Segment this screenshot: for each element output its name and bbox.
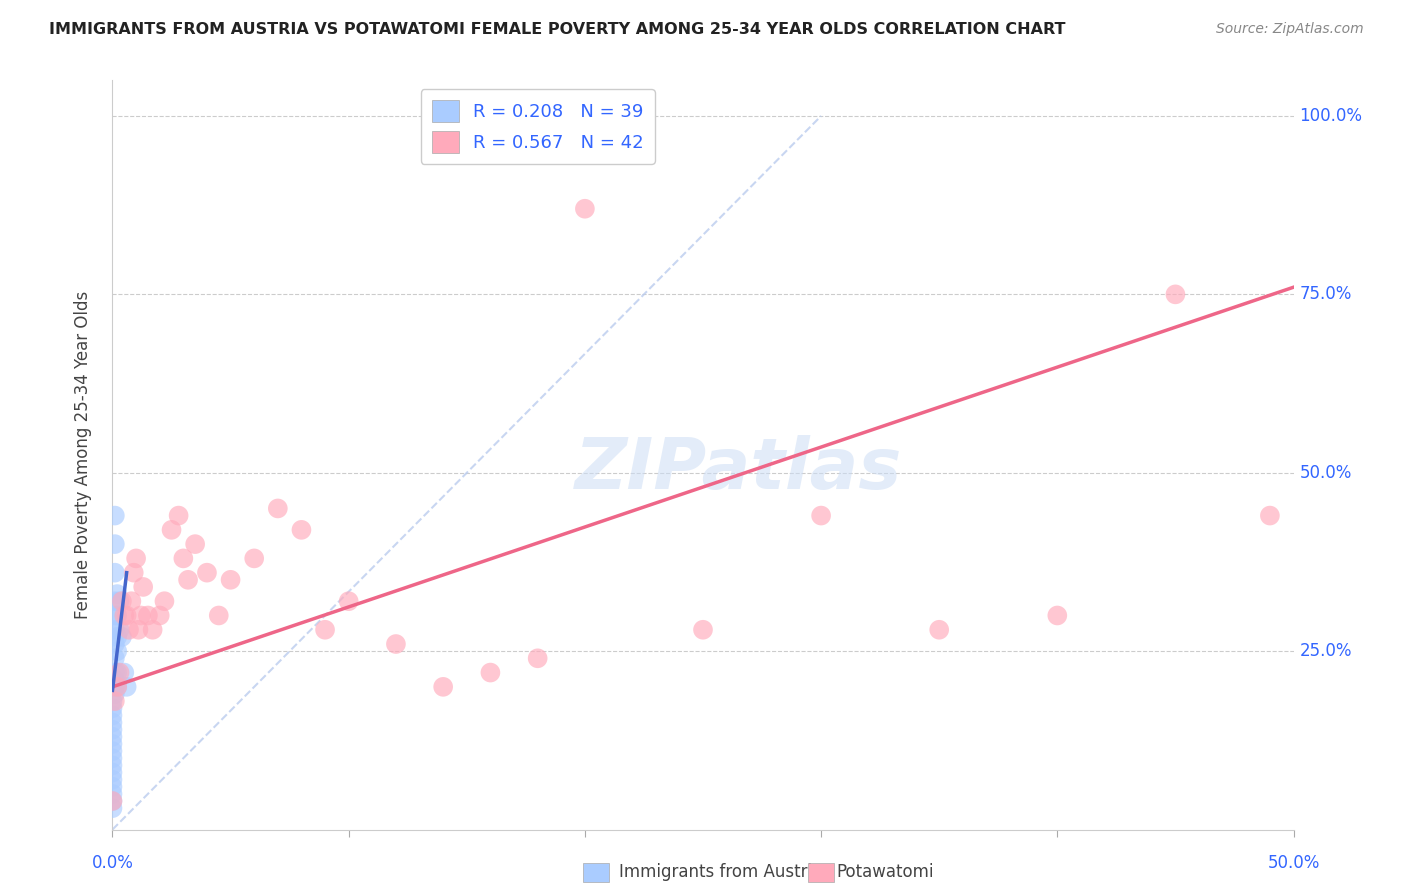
Point <box>314 623 336 637</box>
Point <box>104 566 127 580</box>
Point <box>142 623 165 637</box>
Point <box>104 537 127 551</box>
Point <box>125 551 148 566</box>
Point <box>184 537 207 551</box>
Point <box>149 608 172 623</box>
Text: Source: ZipAtlas.com: Source: ZipAtlas.com <box>1216 22 1364 37</box>
Point <box>108 594 131 608</box>
Point <box>928 623 950 637</box>
Point <box>574 202 596 216</box>
Point <box>810 508 832 523</box>
Point <box>692 623 714 637</box>
Point <box>115 608 138 623</box>
Point <box>104 680 127 694</box>
Point <box>153 594 176 608</box>
Point <box>104 694 127 708</box>
Text: Immigrants from Austria: Immigrants from Austria <box>619 863 823 881</box>
Point <box>104 665 127 680</box>
Point <box>101 787 124 801</box>
Text: Potawatomi: Potawatomi <box>837 863 934 881</box>
Point <box>104 651 127 665</box>
Point <box>127 623 149 637</box>
Point <box>101 701 124 715</box>
Point <box>111 594 134 608</box>
Point <box>101 730 124 744</box>
Point <box>101 765 124 780</box>
Point <box>177 573 200 587</box>
Point <box>385 637 408 651</box>
Point <box>1258 508 1281 523</box>
Text: 25.0%: 25.0% <box>1299 642 1353 660</box>
Point <box>101 801 124 815</box>
Point <box>136 608 159 623</box>
Point <box>118 623 141 637</box>
Point <box>105 608 128 623</box>
Point <box>104 687 127 701</box>
Point <box>104 637 127 651</box>
Point <box>526 651 548 665</box>
Text: IMMIGRANTS FROM AUSTRIA VS POTAWATOMI FEMALE POVERTY AMONG 25-34 YEAR OLDS CORRE: IMMIGRANTS FROM AUSTRIA VS POTAWATOMI FE… <box>49 22 1066 37</box>
Point <box>432 680 454 694</box>
Point <box>104 608 127 623</box>
Point <box>101 780 124 794</box>
Point <box>101 708 124 723</box>
Point <box>195 566 218 580</box>
Point <box>111 630 134 644</box>
Text: 100.0%: 100.0% <box>1299 107 1362 125</box>
Text: 0.0%: 0.0% <box>91 854 134 871</box>
Point <box>104 508 127 523</box>
Text: 50.0%: 50.0% <box>1267 854 1320 871</box>
Point <box>112 665 135 680</box>
Point <box>101 751 124 765</box>
Point <box>104 594 127 608</box>
Point <box>101 737 124 751</box>
Point <box>290 523 312 537</box>
Point <box>208 608 231 623</box>
Point <box>105 665 128 680</box>
Point <box>337 594 360 608</box>
Point <box>115 680 138 694</box>
Point <box>101 694 124 708</box>
Point <box>105 680 128 694</box>
Point <box>101 744 124 758</box>
Point <box>479 665 502 680</box>
Point <box>132 580 155 594</box>
Point <box>167 508 190 523</box>
Point <box>243 551 266 566</box>
Point <box>120 594 142 608</box>
Point <box>101 772 124 787</box>
Point <box>1046 608 1069 623</box>
Point <box>105 630 128 644</box>
Text: 75.0%: 75.0% <box>1299 285 1351 303</box>
Point <box>122 566 145 580</box>
Point <box>1164 287 1187 301</box>
Point <box>101 715 124 730</box>
Point <box>105 680 128 694</box>
Point <box>267 501 290 516</box>
Point <box>101 758 124 772</box>
Point <box>160 523 183 537</box>
Point <box>129 608 152 623</box>
Point <box>219 573 242 587</box>
Text: ZIPatlas: ZIPatlas <box>575 435 903 504</box>
Text: 50.0%: 50.0% <box>1299 464 1351 482</box>
Point <box>105 644 128 658</box>
Legend: R = 0.208   N = 39, R = 0.567   N = 42: R = 0.208 N = 39, R = 0.567 N = 42 <box>420 89 655 164</box>
Point <box>108 623 131 637</box>
Point <box>172 551 194 566</box>
Point <box>104 623 127 637</box>
Point <box>105 587 128 601</box>
Point <box>101 723 124 737</box>
Point <box>112 608 135 623</box>
Y-axis label: Female Poverty Among 25-34 Year Olds: Female Poverty Among 25-34 Year Olds <box>73 291 91 619</box>
Point <box>108 665 131 680</box>
Point <box>101 794 124 808</box>
Point <box>101 794 124 808</box>
Point <box>104 673 127 687</box>
